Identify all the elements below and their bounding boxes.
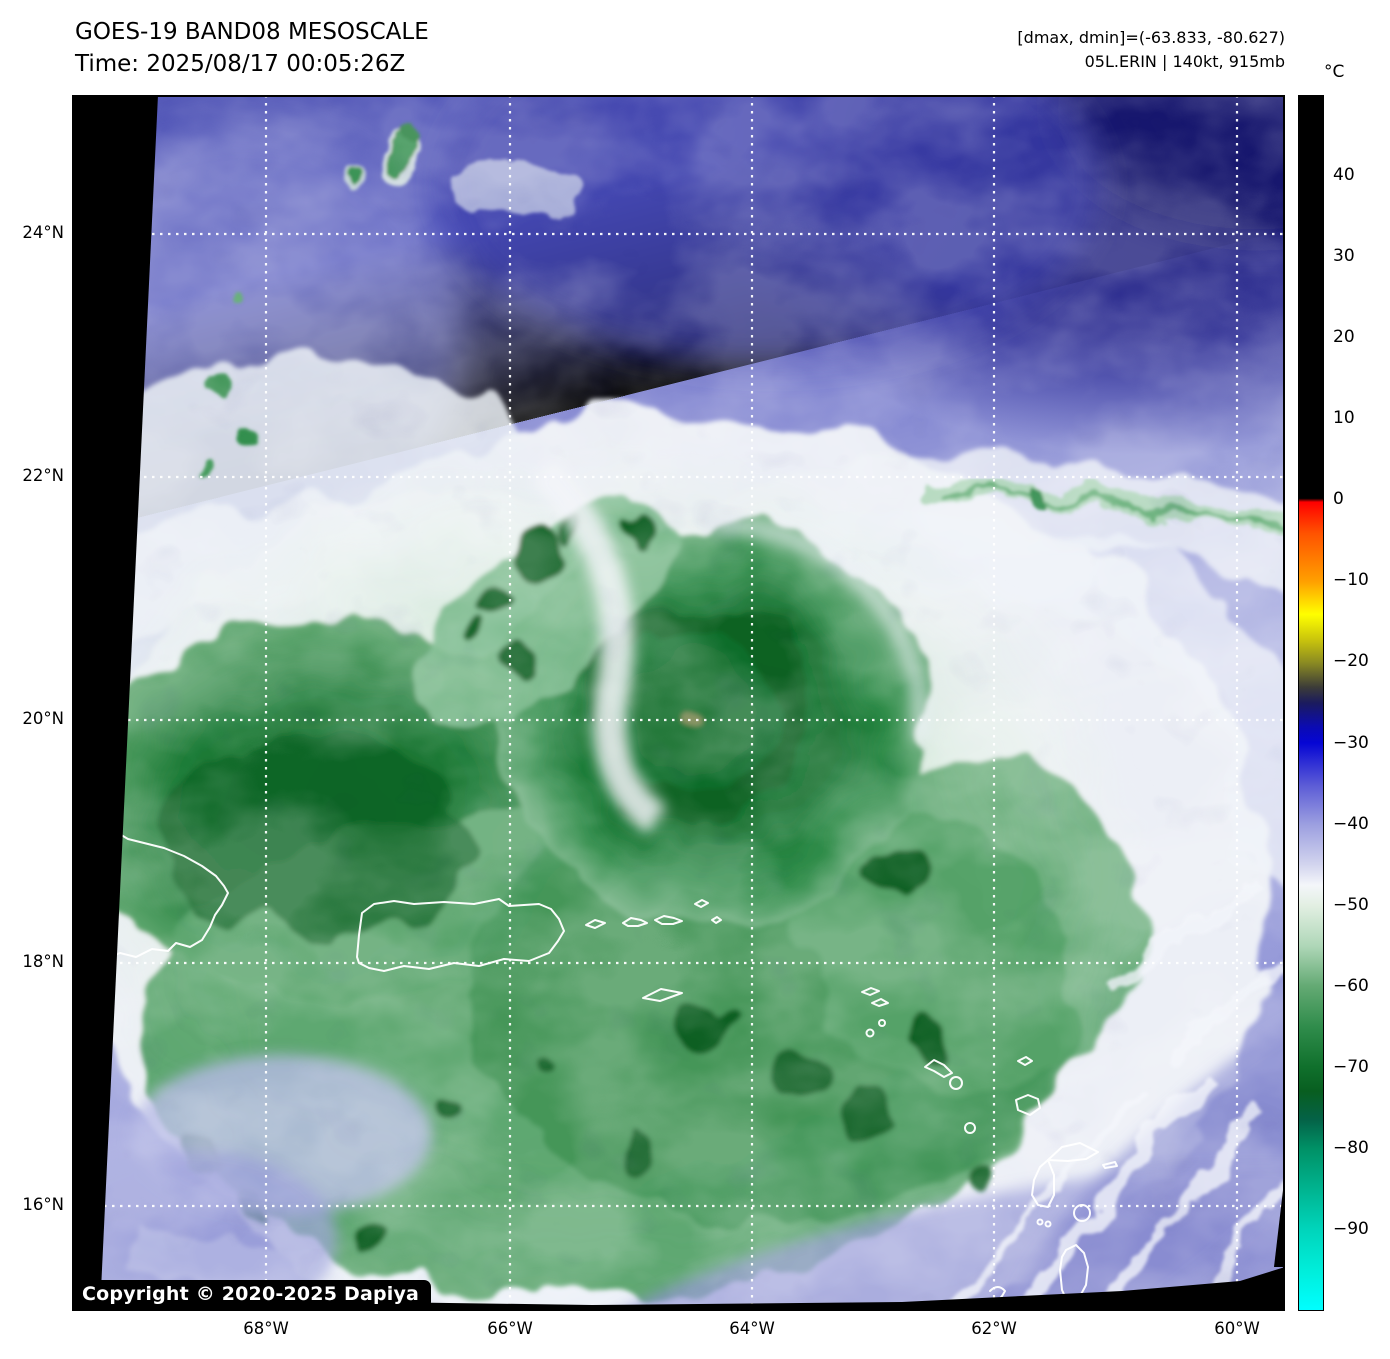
puerto-rico-coastline [356,898,565,972]
st-martin-coastline [871,998,889,1007]
colorbar-tick-label: −20 [1333,651,1369,672]
colorbar-tick-label: −70 [1333,1056,1369,1077]
header-title-block: GOES-19 BAND08 MESOSCALE Time: 2025/08/1… [75,16,429,80]
shadow-texture-overlay [72,95,1285,1311]
colorbar-tick-label: 0 [1333,489,1344,510]
colorbar-tick-label: 10 [1333,408,1355,429]
st-croix-coastline [642,988,683,1002]
anegada-coastline [694,899,709,908]
nevis-coastline [949,1076,963,1090]
satellite-image-canvas [72,95,1285,1311]
dmax-dmin-annotation: [dmax, dmin]=(-63.833, -80.627) [1017,28,1285,47]
guadeloupe-grande-terre-coastline [1047,1142,1099,1162]
colorbar-tick-labels: 40 30 20 10 0 −10 −20 −30 −40 −50 −60 −70 −80 −90 [1333,95,1389,1311]
colorbar [1298,95,1324,1311]
lon-label-68w: 68°W [243,1319,289,1338]
lon-label-64w: 64°W [729,1319,775,1338]
lat-label-20n: 20°N [22,709,64,728]
colorbar-tick-label: −80 [1333,1137,1369,1158]
colorbar-tick-label: −40 [1333,813,1369,834]
les-saintes-coastline [1036,1218,1044,1226]
colorbar-tick-label: −90 [1333,1218,1369,1239]
lat-label-22n: 22°N [22,466,64,485]
lat-label-24n: 24°N [22,223,64,242]
lat-label-18n: 18°N [22,952,64,971]
lat-label-16n: 16°N [22,1195,64,1214]
barbuda-coastline [1017,1056,1033,1066]
saba-coastline [865,1028,875,1038]
antigua-coastline [1015,1094,1041,1116]
lon-label-60w: 60°W [1214,1319,1260,1338]
colorbar-unit-label: °C [1324,62,1345,82]
colorbar-tick-label: −60 [1333,975,1369,996]
timestamp: Time: 2025/08/17 00:05:26Z [75,51,406,77]
la-desirade-coastline [1102,1161,1118,1169]
copyright-badge: Copyright © 2020-2025 Dapiya [74,1280,432,1309]
st-eustatius-coastline [878,1019,886,1027]
colorbar-tick-label: 30 [1333,246,1355,267]
colorbar-tick-label: 20 [1333,327,1355,348]
montserrat-coastline [964,1122,976,1134]
swath-edge-right [1274,1173,1285,1267]
satellite-map: Copyright © 2020-2025 Dapiya [72,95,1285,1311]
colorbar-tick-label: 40 [1333,165,1355,186]
tortola-coastline [654,915,683,925]
st-thomas-coastline [622,917,648,927]
map-border [72,95,1285,1311]
colorbar-tick-label: −50 [1333,894,1369,915]
anguilla-coastline [861,987,880,996]
swath-edge-bottom [72,1267,1285,1311]
vieques-coastline [585,919,606,929]
hispaniola-east-coastline [72,832,229,962]
colorbar-tick-label: −10 [1333,570,1369,591]
storm-info-annotation: 05L.ERIN | 140kt, 915mb [1084,52,1285,71]
swath-edge-left [72,95,158,1311]
page-title: GOES-19 BAND08 MESOSCALE [75,19,429,45]
lon-label-66w: 66°W [487,1319,533,1338]
graticule-gridlines [72,95,1285,1311]
guadeloupe-basse-terre-coastline [1031,1159,1055,1208]
colorbar-tick-label: −30 [1333,732,1369,753]
header-annotation-block: [dmax, dmin]=(-63.833, -80.627) 05L.ERIN… [1017,26,1285,74]
swath-no-data-regions [72,95,1285,1311]
lon-label-62w: 62°W [971,1319,1017,1338]
st-kitts-coastline [924,1059,953,1078]
virgin-gorda-coastline [711,916,722,924]
les-saintes-coastline-2 [1044,1220,1052,1228]
